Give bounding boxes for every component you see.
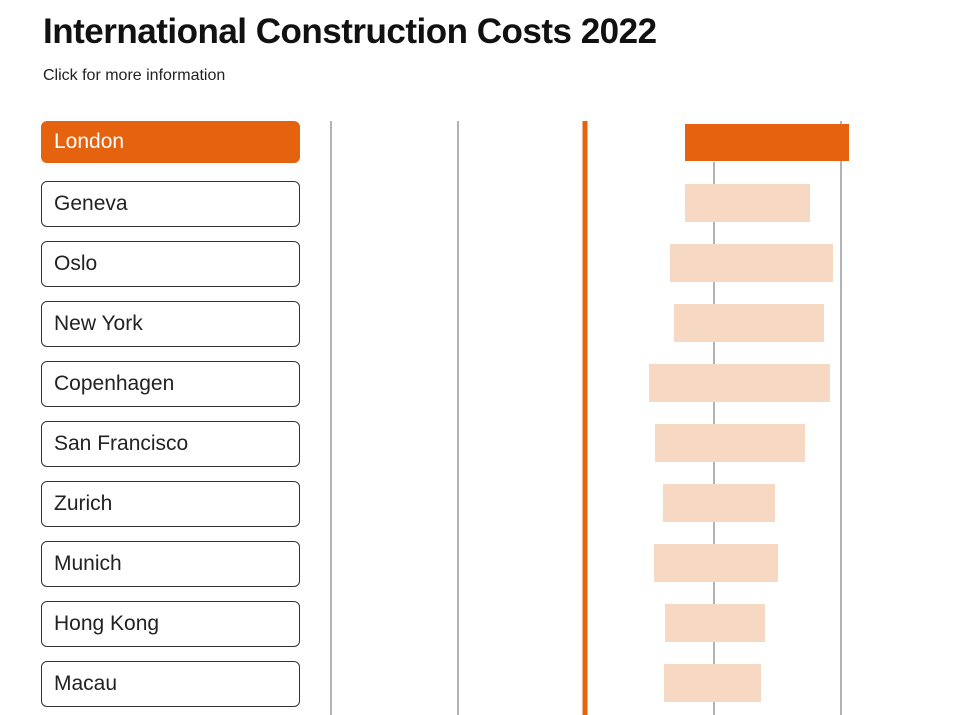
- range-bar-copenhagen: [649, 364, 830, 402]
- city-button-zurich[interactable]: Zurich: [41, 481, 300, 527]
- city-button-hong-kong[interactable]: Hong Kong: [41, 601, 300, 647]
- range-bar-munich: [654, 544, 778, 582]
- range-bar-oslo: [670, 244, 833, 282]
- city-button-oslo[interactable]: Oslo: [41, 241, 300, 287]
- range-bar-hong-kong: [665, 604, 765, 642]
- range-bar-geneva: [685, 184, 810, 222]
- range-bar-london: [685, 124, 849, 161]
- range-bar-macau: [664, 664, 761, 702]
- range-bar-san-francisco: [655, 424, 805, 462]
- page-subtitle: Click for more information: [43, 67, 226, 84]
- city-button-macau[interactable]: Macau: [41, 661, 300, 707]
- city-button-san-francisco[interactable]: San Francisco: [41, 421, 300, 467]
- range-bar-new-york: [674, 304, 824, 342]
- range-bar-zurich: [663, 484, 775, 522]
- city-button-copenhagen[interactable]: Copenhagen: [41, 361, 300, 407]
- city-button-london[interactable]: London: [41, 121, 300, 163]
- city-button-list: London Geneva Oslo New York Copenhagen San Fr…: [41, 121, 300, 707]
- highlight-line: [582, 121, 588, 715]
- page-title: International Construction Costs 2022: [43, 12, 657, 51]
- city-button-geneva[interactable]: Geneva: [41, 181, 300, 227]
- city-button-munich[interactable]: Munich: [41, 541, 300, 587]
- city-button-new-york[interactable]: New York: [41, 301, 300, 347]
